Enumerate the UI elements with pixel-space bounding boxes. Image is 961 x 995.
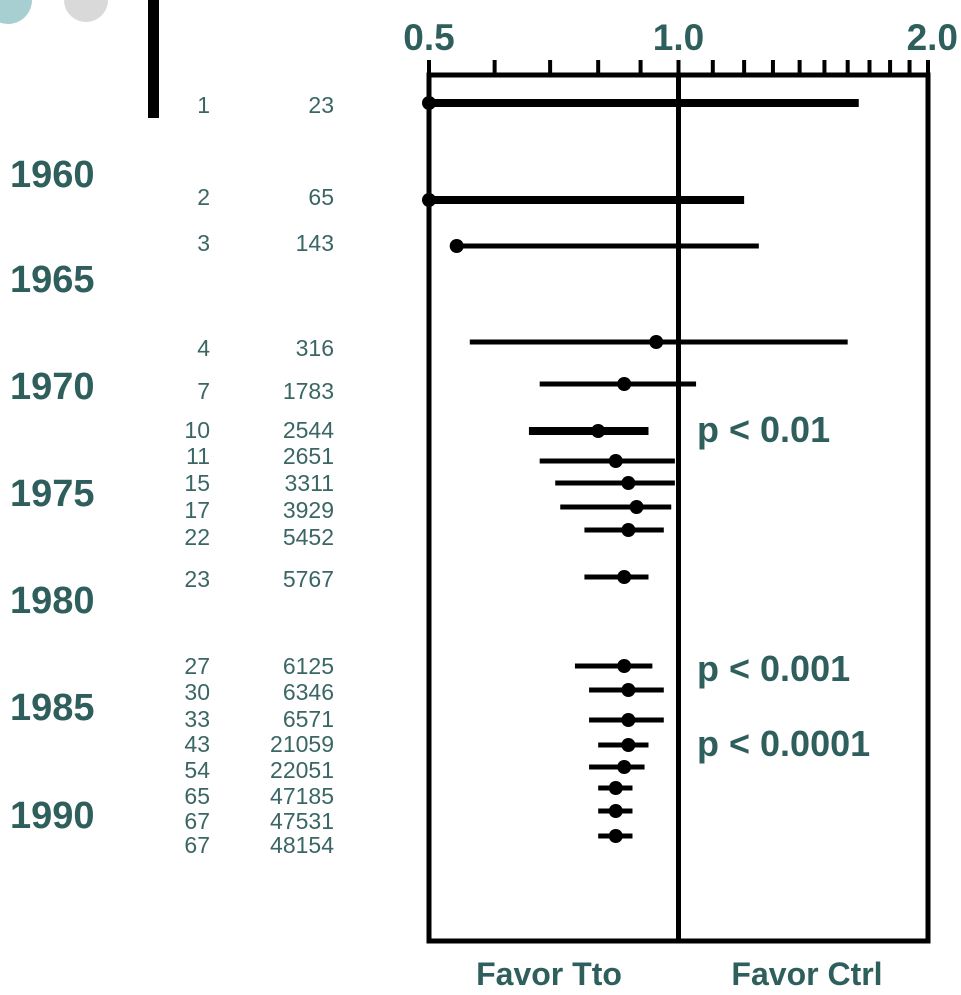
year-labels: 1960 1965 1970 1975 1980 1985 1990 (10, 154, 95, 837)
plot-frame (426, 72, 931, 944)
corner-circle-teal (0, 0, 32, 24)
trials-count-label: 11 (186, 443, 210, 469)
trials-count-label: 4 (197, 335, 210, 361)
year-label: 1985 (10, 687, 95, 729)
patients-count-label: 23 (308, 92, 334, 118)
trials-count-label: 23 (184, 566, 210, 592)
point-estimate (621, 713, 636, 727)
trials-count-label: 3 (197, 230, 210, 256)
point-estimate (621, 523, 636, 537)
row-labels: 1 23 2 65 3 143 4 316 7 1783 10 2544 11 2651 15 3311 17 3… (184, 92, 334, 858)
patients-count-label: 6346 (283, 679, 334, 705)
x-tick-label: 1.0 (653, 17, 704, 58)
point-estimate (608, 829, 623, 843)
point-estimate (608, 804, 623, 818)
year-label: 1975 (10, 473, 95, 515)
patients-count-label: 48154 (270, 832, 334, 858)
patients-count-label: 21059 (270, 731, 334, 757)
year-label: 1960 (10, 154, 95, 196)
trials-count-label: 10 (184, 417, 210, 443)
point-estimate (422, 96, 436, 110)
x-tick-label: 2.0 (907, 17, 958, 58)
footer-favor-control: Favor Ctrl (731, 956, 882, 992)
year-label: 1980 (10, 580, 95, 622)
point-estimate (449, 239, 464, 253)
trials-count-label: 7 (197, 378, 210, 404)
footer-favor-treatment: Favor Tto (476, 956, 622, 992)
point-estimate (621, 476, 636, 490)
trials-count-label: 1 (197, 92, 210, 118)
trials-count-label: 43 (184, 731, 210, 757)
year-label: 1970 (10, 366, 95, 408)
patients-count-label: 3929 (283, 497, 334, 523)
point-estimate (617, 377, 632, 391)
trials-count-label: 65 (184, 783, 210, 809)
corner-circle-grey (64, 0, 108, 22)
trials-count-label: 30 (184, 679, 210, 705)
point-estimate (617, 659, 632, 673)
patients-count-label: 47531 (270, 808, 334, 834)
point-estimate (591, 424, 606, 438)
point-estimate (617, 760, 632, 774)
trials-count-label: 22 (184, 524, 210, 550)
trials-count-label: 54 (184, 757, 210, 783)
point-estimate (629, 500, 644, 514)
trials-count-label: 33 (184, 706, 210, 732)
patients-count-label: 2651 (283, 443, 334, 469)
patients-count-label: 316 (296, 335, 334, 361)
ci-marks (422, 96, 859, 843)
patients-count-label: 47185 (270, 783, 334, 809)
point-estimate (617, 570, 632, 584)
point-estimate (621, 683, 636, 697)
patients-count-label: 6571 (283, 706, 334, 732)
trials-count-label: 15 (184, 470, 210, 496)
annotation-p-0001: p < 0.001 (697, 648, 850, 689)
trials-count-label: 67 (184, 808, 210, 834)
patients-count-label: 2544 (283, 417, 334, 443)
trials-count-label: 2 (197, 184, 210, 210)
left-divider-bar (148, 0, 159, 118)
patients-count-label: 5452 (283, 524, 334, 550)
year-label: 1965 (10, 259, 95, 301)
patients-count-label: 3311 (285, 470, 334, 496)
year-label: 1990 (10, 795, 95, 837)
point-estimate (422, 193, 436, 207)
point-estimate (608, 454, 623, 468)
patients-count-label: 5767 (283, 566, 334, 592)
point-estimate (649, 335, 664, 349)
patients-count-label: 22051 (270, 757, 334, 783)
point-estimate (608, 781, 623, 795)
patients-count-label: 1783 (283, 378, 334, 404)
trials-count-label: 67 (184, 832, 210, 858)
annotation-p-001: p < 0.01 (697, 409, 830, 450)
patients-count-label: 143 (296, 230, 334, 256)
patients-count-label: 6125 (283, 653, 334, 679)
trials-count-label: 17 (184, 497, 210, 523)
annotation-p-00001: p < 0.0001 (697, 723, 870, 764)
x-tick-label: 0.5 (403, 17, 454, 58)
x-axis: 0.5 1.0 2.0 (403, 17, 958, 75)
patients-count-label: 65 (308, 184, 334, 210)
trials-count-label: 27 (184, 653, 210, 679)
point-estimate (621, 738, 636, 752)
